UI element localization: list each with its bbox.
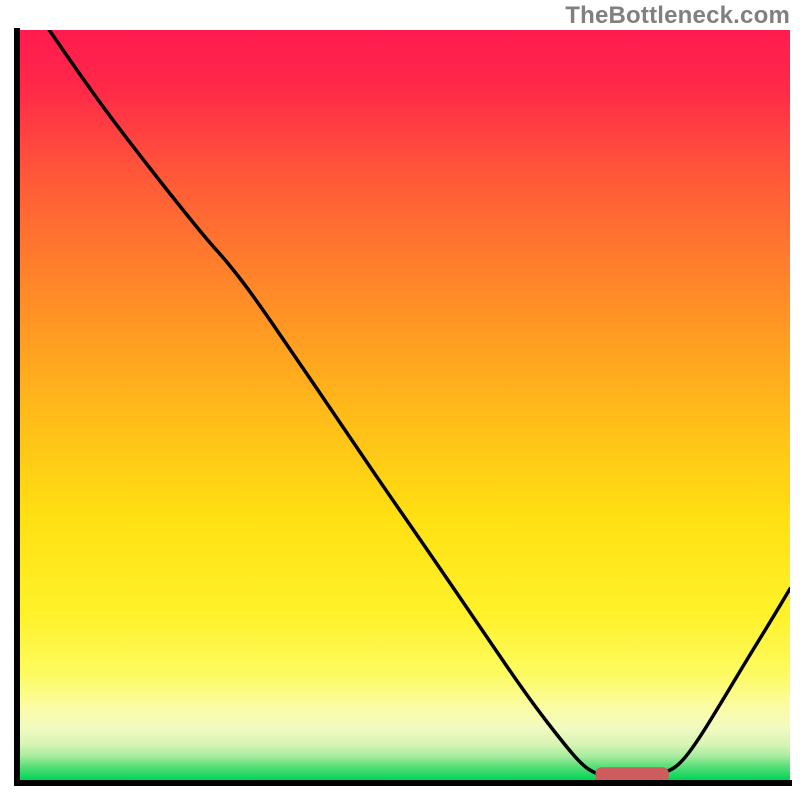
gradient-background [20,30,790,780]
chart-container: TheBottleneck.com [0,0,800,800]
chart-canvas [0,0,800,800]
watermark-text: TheBottleneck.com [565,2,790,30]
plot-area [20,30,790,782]
